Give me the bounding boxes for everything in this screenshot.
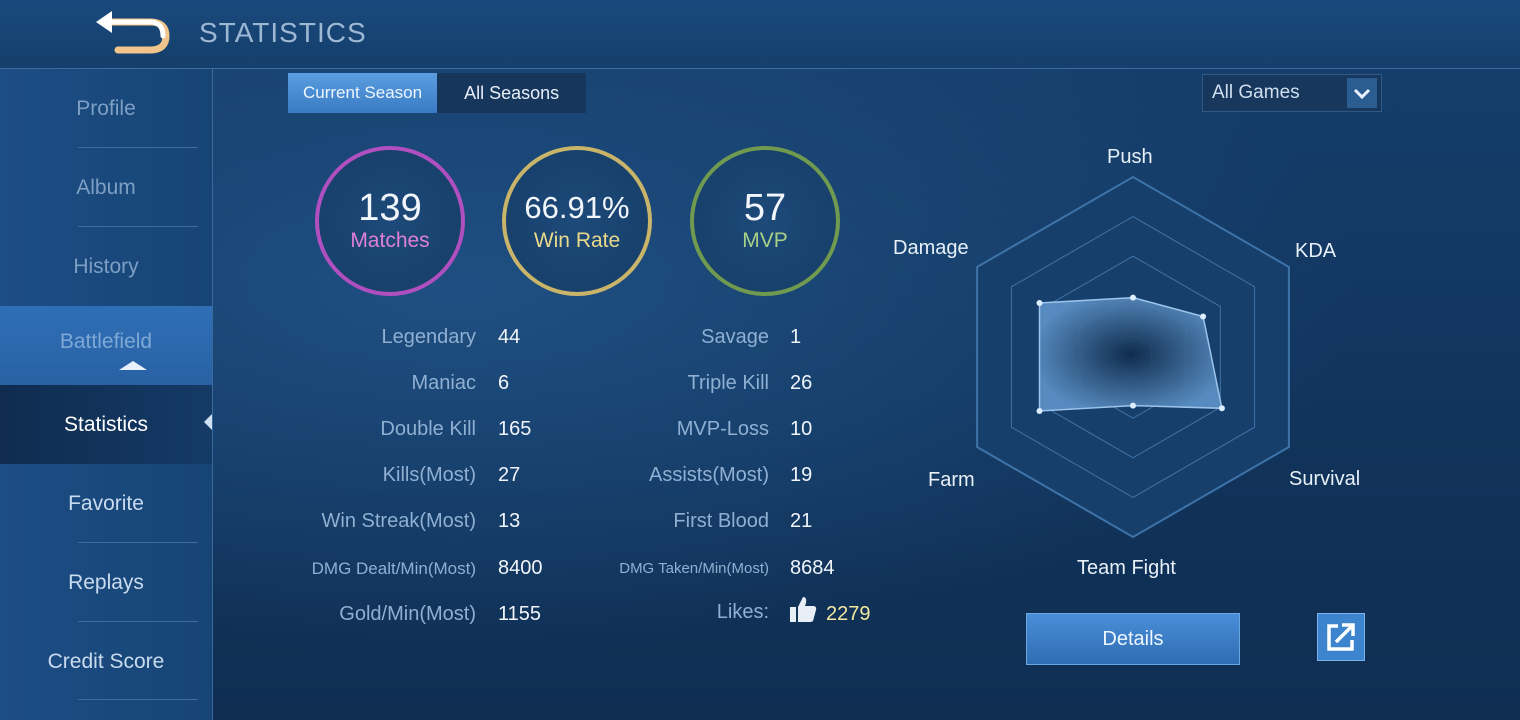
divider: [78, 621, 198, 622]
stat-value: 8684: [790, 557, 835, 579]
stat-value: 1: [790, 326, 802, 348]
stat-label: First Blood: [673, 510, 769, 532]
sidebar-item-label: Battlefield: [59, 329, 153, 353]
radar-data-shape: [1038, 296, 1223, 412]
top-bar: STATISTICS: [0, 0, 1520, 69]
sidebar-item-label: Credit Score: [47, 649, 165, 673]
matches-label: Matches: [350, 229, 430, 252]
stat-value: 165: [498, 418, 532, 440]
game-mode-select[interactable]: All Games: [1202, 74, 1382, 112]
thumbs-up-icon: [790, 597, 817, 622]
stat-value: 6: [498, 372, 510, 394]
stat-value: 8400: [498, 557, 543, 579]
sidebar-item-label: Favorite: [68, 491, 144, 515]
divider: [78, 226, 198, 227]
active-indicator-icon: [204, 414, 212, 430]
stat-label: Triple Kill: [687, 372, 770, 394]
radar-label-team-fight: Team Fight: [1077, 557, 1176, 579]
sidebar-item-history[interactable]: History: [0, 227, 212, 306]
radar-point: [1218, 405, 1225, 412]
sidebar-item-label: Statistics: [63, 412, 149, 436]
radar-point: [1200, 313, 1207, 320]
radar-label-damage: Damage: [893, 237, 969, 259]
sidebar-item-favorite[interactable]: Favorite: [0, 464, 212, 543]
radar-label-survival: Survival: [1289, 468, 1361, 490]
likes-label: Likes:: [716, 601, 769, 623]
radar-grid-ring: [1010, 216, 1256, 498]
sidebar: Profile Album History Battlefield Statis…: [0, 69, 213, 720]
stat-label: Savage: [701, 326, 769, 348]
page-title: STATISTICS: [199, 17, 367, 48]
game-mode-value: All Games: [1212, 82, 1300, 103]
chevron-up-icon: [119, 361, 147, 370]
tab-all-seasons[interactable]: All Seasons: [437, 73, 587, 113]
tab-current-season[interactable]: Current Season: [288, 73, 438, 113]
radar-point: [1036, 300, 1043, 306]
divider: [78, 699, 198, 700]
radar-label-kda: KDA: [1295, 240, 1337, 262]
sidebar-item-album[interactable]: Album: [0, 148, 212, 227]
stat-label: DMG Taken/Min(Most): [619, 560, 769, 577]
mvp-label: MVP: [742, 229, 788, 252]
stat-label: Win Streak(Most): [321, 510, 476, 532]
stat-value: 21: [790, 510, 813, 532]
back-arrow-icon[interactable]: [88, 8, 172, 58]
season-tabs: Current Season All Seasons: [288, 73, 587, 113]
stat-label: Maniac: [411, 372, 476, 394]
share-external-icon[interactable]: [1317, 613, 1365, 661]
sidebar-item-battlefield[interactable]: Battlefield: [0, 306, 212, 385]
matches-badge: 139 Matches: [315, 146, 465, 296]
likes-value: 2279: [826, 603, 871, 625]
sidebar-item-label: Replays: [68, 570, 144, 594]
mvp-badge: 57 MVP: [690, 146, 840, 296]
chevron-down-icon: [1347, 78, 1377, 108]
win-rate-label: Win Rate: [533, 229, 621, 252]
radar-chart: [976, 175, 1290, 539]
radar-point: [1130, 294, 1136, 301]
stat-label: Gold/Min(Most): [339, 603, 476, 625]
stat-value: 19: [790, 464, 813, 486]
win-rate-value: 66.91%: [524, 190, 630, 225]
sidebar-item-label: History: [73, 254, 139, 278]
stat-label: Double Kill: [380, 418, 476, 440]
sidebar-item-profile[interactable]: Profile: [0, 69, 212, 148]
stat-value: 13: [498, 510, 521, 532]
details-button[interactable]: Details: [1026, 613, 1240, 665]
mvp-value: 57: [743, 187, 787, 229]
matches-value: 139: [358, 187, 422, 229]
stat-value: 44: [498, 326, 521, 348]
radar-label-push: Push: [1107, 146, 1153, 168]
sidebar-item-credit-score[interactable]: Credit Score: [0, 622, 212, 701]
stat-value: 1155: [498, 603, 542, 625]
stat-value: 27: [498, 464, 521, 486]
divider: [78, 147, 198, 148]
sidebar-item-label: Album: [76, 175, 136, 199]
radar-point: [1036, 408, 1043, 414]
stat-label: Kills(Most): [382, 464, 476, 486]
radar-point: [1130, 402, 1136, 409]
stat-label: Legendary: [381, 326, 476, 348]
stat-label: MVP-Loss: [676, 418, 769, 440]
stat-value: 26: [790, 372, 813, 394]
stat-value: 10: [790, 418, 813, 440]
sidebar-item-statistics[interactable]: Statistics: [0, 385, 212, 464]
stat-label: Assists(Most): [649, 464, 769, 486]
stat-label: DMG Dealt/Min(Most): [311, 559, 476, 578]
sidebar-item-replays[interactable]: Replays: [0, 543, 212, 622]
sidebar-item-label: Profile: [76, 96, 136, 120]
radar-label-farm: Farm: [928, 469, 975, 491]
divider: [78, 542, 198, 543]
win-rate-badge: 66.91% Win Rate: [502, 146, 652, 296]
